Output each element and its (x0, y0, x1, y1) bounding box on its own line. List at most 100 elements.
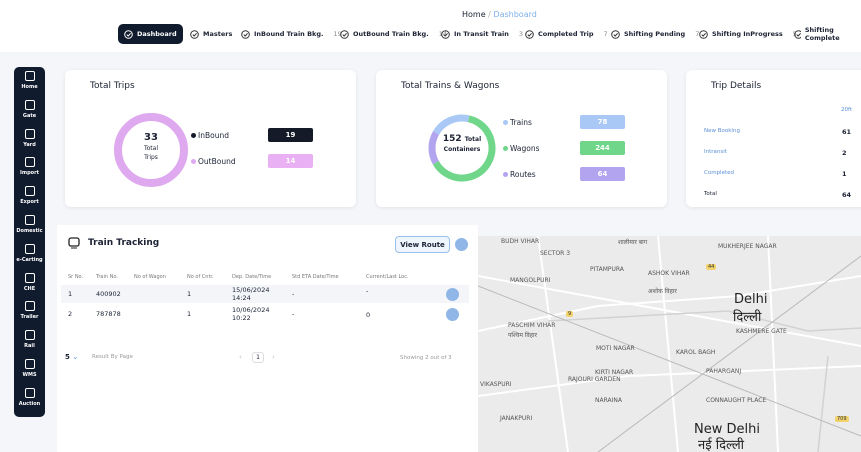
cell: 0 (366, 311, 371, 319)
sidebar-item[interactable]: Rail (14, 330, 45, 349)
tab[interactable]: InBound Train Bkg. 19 (235, 24, 348, 44)
check-icon (611, 29, 620, 39)
cell: - (366, 287, 369, 295)
sidebar-item[interactable]: WMS (14, 359, 45, 378)
c (441, 29, 450, 39)
p (342, 32, 347, 37)
tracking-panel: Train Tracking View Route 5 ⌄ Result By … (57, 225, 478, 452)
map-label: नई दिल्ली (698, 438, 745, 452)
locate-button[interactable] (446, 288, 459, 301)
sidebar-item[interactable]: Gate (14, 99, 45, 119)
sidebar-item[interactable]: Trailer (14, 301, 45, 320)
map-label: PASCHIM VIHAR (508, 322, 556, 329)
sidebar-label: Gate (22, 112, 37, 119)
sidebar-item[interactable]: Domestic (14, 215, 45, 234)
tab-label: Dashboard (137, 30, 177, 38)
map-label: शालीमार बाग (618, 239, 648, 246)
total-trips-card: Total Trips 33 Total Trips InBound 19 OutBo… (65, 70, 356, 207)
cell: 1 (187, 290, 192, 298)
sidebar-label: Home (21, 84, 38, 90)
c (241, 29, 250, 39)
check-icon (241, 29, 250, 39)
tab-label: Shifting Complete (804, 26, 840, 42)
locate-button[interactable] (446, 308, 459, 321)
sidebar-item[interactable]: Yard (14, 128, 45, 148)
trip-details-card: Trip Details 20ft New Booking 61 Intransit… (686, 70, 861, 207)
cell: 10:22 (232, 314, 251, 322)
p (613, 32, 618, 37)
next[interactable]: › (272, 353, 275, 361)
view-route-button[interactable]: View Route (395, 236, 450, 253)
map-label: 44 (706, 264, 717, 270)
map-label: पश्चिम विहार (508, 332, 537, 339)
tab[interactable]: Completed Trip 7 (519, 24, 614, 44)
cell: 787878 (96, 310, 121, 318)
p (243, 32, 248, 37)
sidebar-item[interactable]: Auction (14, 387, 45, 407)
cell: 400902 (96, 290, 121, 298)
c (794, 29, 801, 39)
tab[interactable]: Shifting InProgress 5 (693, 24, 803, 44)
t: Total (464, 136, 482, 143)
legend-value: 78 (580, 115, 625, 129)
total-trains-card: Total Trains & Wagons 152 Total Containe… (376, 70, 667, 207)
sidebar-item[interactable]: CHE (14, 272, 45, 292)
map-label: CONNAUGHT PLACE (706, 397, 767, 404)
tab-count: 14 (438, 30, 447, 38)
tab-label: Masters (203, 30, 233, 38)
t: Trips (144, 154, 158, 161)
pin-button[interactable] (455, 238, 468, 251)
c (124, 29, 133, 39)
icon (24, 215, 35, 225)
p (796, 32, 801, 37)
c (611, 29, 620, 39)
icon (24, 157, 35, 168)
sidebar-item[interactable]: Import (14, 157, 45, 176)
tab[interactable]: Dashboard (118, 24, 183, 44)
column-header: 20ft (841, 107, 852, 113)
map-label: Delhi (734, 292, 768, 307)
row-name: Intransit (704, 149, 727, 155)
sidebar-label: Rail (24, 343, 35, 350)
check-icon (699, 29, 708, 39)
map-label: NARAINA (595, 397, 622, 404)
crumb-current: Dashboard (493, 10, 537, 19)
sidebar-item[interactable]: Home (14, 71, 45, 90)
icon (24, 128, 35, 139)
cell: 14:24 (232, 294, 251, 302)
sidebar-item[interactable]: e-Carting (14, 243, 45, 263)
page[interactable]: 1 (252, 352, 264, 363)
tab[interactable]: Shifting Pending 7 (605, 24, 705, 44)
page-size-label: Result By Page (92, 354, 133, 360)
icon (24, 330, 35, 341)
map-label: KAROL BAGH (676, 349, 716, 356)
map-label: MOTI NAGAR (596, 345, 635, 352)
donut (428, 114, 496, 182)
tab[interactable]: Shifting Complete (788, 24, 861, 44)
prev[interactable]: ‹ (239, 353, 242, 361)
cell: 1 (68, 290, 73, 298)
tab-label: Shifting Pending (624, 30, 686, 38)
map-label: 709 (835, 416, 849, 422)
icon (24, 387, 35, 398)
icon (24, 272, 35, 283)
donut (114, 113, 188, 187)
tab-count: 7 (695, 30, 700, 38)
card-title: Total Trains & Wagons (401, 81, 500, 91)
legend-dot (191, 133, 196, 138)
check-icon (794, 29, 801, 39)
legend-name: OutBound (198, 157, 236, 166)
crumb-home[interactable]: Home (462, 10, 486, 19)
icon (24, 99, 35, 110)
map-label: अशोक विहार (648, 288, 677, 295)
p (527, 32, 532, 37)
total: 33 (144, 132, 158, 143)
tab[interactable]: Masters (184, 24, 238, 44)
tab[interactable]: OutBound Train Bkg. 14 (334, 24, 453, 44)
map-label: New Delhi (694, 422, 760, 437)
page-size[interactable]: 5 ⌄ (65, 353, 79, 361)
tab[interactable]: In Transit Train 3 (435, 24, 529, 44)
tab-count: 19 (333, 30, 342, 38)
map-label: 9 (566, 311, 574, 317)
sidebar-item[interactable]: Export (14, 186, 45, 205)
